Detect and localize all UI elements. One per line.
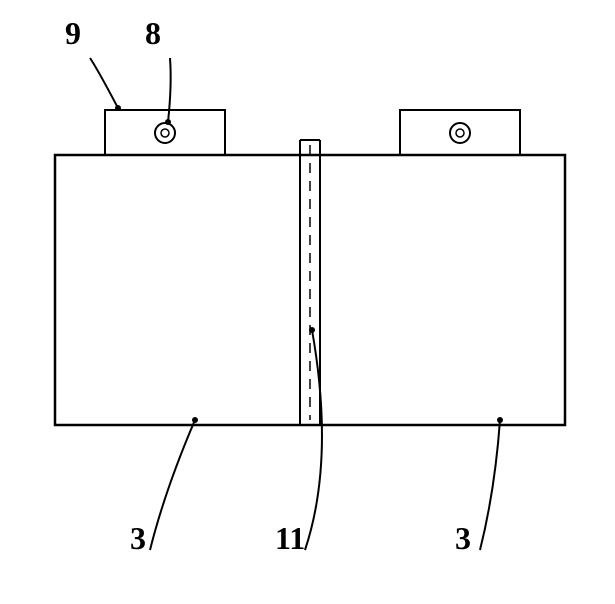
label-11: 11 [275, 520, 305, 557]
leader-3-right [480, 420, 500, 550]
diagram-container: 9 8 3 11 3 [0, 0, 615, 604]
circle-left-inner [161, 129, 169, 137]
label-3-right: 3 [455, 520, 471, 557]
circle-left-outer [155, 123, 175, 143]
leader-3-left [150, 420, 195, 550]
label-8: 8 [145, 15, 161, 52]
leader-8-end [165, 119, 171, 125]
circle-right-inner [456, 129, 464, 137]
leader-3-left-end [192, 417, 198, 423]
top-block-left [105, 110, 225, 155]
leader-11-end [309, 327, 315, 333]
leader-8 [168, 58, 171, 122]
label-3-left: 3 [130, 520, 146, 557]
leader-9-end [115, 105, 121, 111]
top-block-right [400, 110, 520, 155]
schematic-svg [0, 0, 615, 604]
leader-3-right-end [497, 417, 503, 423]
circle-right-outer [450, 123, 470, 143]
label-9: 9 [65, 15, 81, 52]
leader-9 [90, 58, 118, 108]
